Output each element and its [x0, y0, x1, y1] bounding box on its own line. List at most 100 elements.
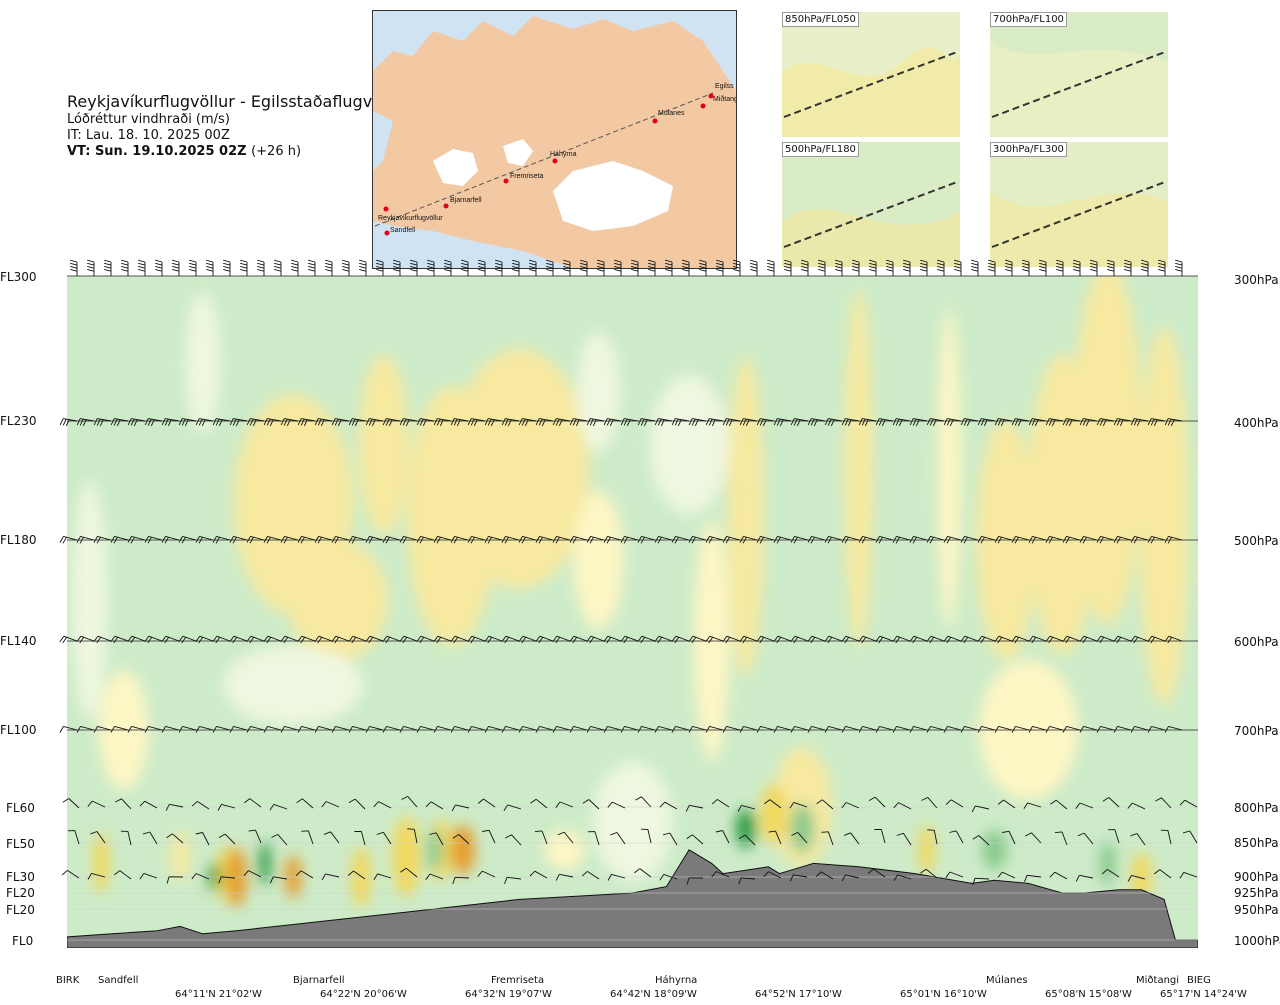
terrain-profile [67, 849, 1198, 948]
wind-barb-281 [348, 725, 367, 733]
wind-barb-119 [960, 418, 979, 427]
wind-barb-165 [620, 535, 639, 544]
wind-barb-338 [269, 803, 288, 811]
wind-barb-352 [635, 796, 652, 808]
wind-barb-69 [110, 418, 129, 427]
wind-barb-432 [425, 873, 444, 880]
init-time: IT: Lau. 18. 10. 2025 00Z [67, 128, 230, 143]
wind-barb-445 [763, 871, 782, 879]
wind-barb-418 [61, 870, 80, 879]
wind-barb-75 [212, 418, 231, 427]
wind-barb-108 [773, 418, 792, 427]
wind-barb-337 [244, 798, 262, 808]
wind-barb-85 [382, 418, 401, 427]
thumbnail-700-svg [990, 12, 1168, 137]
wind-barb-408 [949, 830, 964, 844]
wind-barb-97 [586, 418, 605, 427]
wind-barb-421 [139, 872, 158, 880]
wind-barb-205 [178, 635, 197, 644]
wind-barb-183 [926, 535, 945, 544]
wind-barb-9 [223, 259, 231, 276]
coord-label-8: 65°17'N 14°24'W [1160, 989, 1247, 1000]
wind-barb-105 [722, 418, 741, 427]
wind-barb-409 [972, 835, 990, 846]
wind-barb-229 [586, 635, 605, 644]
wind-barb-381 [248, 829, 262, 844]
map-label-hahyrna: Háhyrna [550, 151, 577, 158]
hpa-label-950: 950hPa [1234, 903, 1279, 917]
fl-label-0: FL0 [12, 934, 34, 948]
route-map: Reykjavíkurflugvöllur Sandfell Bjarnarfe… [372, 10, 737, 269]
fl-label-180: FL180 [0, 533, 37, 547]
field-blob-32 [428, 819, 453, 880]
wind-barb-190 [1045, 535, 1064, 544]
wind-barb-10 [240, 259, 248, 276]
wind-barb-172 [739, 535, 758, 544]
wind-barb-84 [365, 418, 384, 427]
wind-barb-227 [552, 635, 571, 644]
map-label-rvk: Reykjavíkurflugvöllur [378, 215, 443, 222]
wind-barb-135 [110, 535, 129, 544]
wind-barb-216 [365, 635, 384, 644]
thumbnail-850[interactable]: 850hPa/FL050 [782, 12, 960, 137]
wind-barb-438 [581, 871, 600, 880]
wind-barb-158 [501, 535, 520, 544]
thumbnail-500[interactable]: 500hPa/FL180 [782, 142, 960, 267]
wind-barb-86 [399, 418, 418, 427]
wind-barb-271 [178, 725, 197, 733]
wind-barb-322 [1045, 725, 1064, 733]
thumbnail-700[interactable]: 700hPa/FL100 [990, 12, 1168, 137]
wind-barb-211 [280, 635, 299, 644]
wind-barb-218 [399, 635, 418, 644]
coord-label-6: 65°01'N 16°10'W [900, 989, 987, 1000]
wind-barb-173 [756, 535, 775, 544]
wind-barb-208 [229, 635, 248, 644]
wind-barb-164 [603, 535, 622, 544]
wind-barb-295 [586, 725, 605, 733]
wind-barb-368 [1050, 799, 1068, 810]
wind-barb-444 [738, 877, 756, 885]
field-blob-3 [233, 394, 354, 615]
map-label-sandfell: Sandfell [390, 227, 416, 234]
wind-barb-156 [467, 535, 486, 544]
station-label-birk: BIRK [56, 975, 80, 986]
wind-barb-305 [756, 725, 775, 733]
wind-barb-370 [1102, 797, 1120, 808]
wind-barb-242 [807, 635, 826, 644]
wind-barb-5 [155, 259, 163, 276]
wind-barb-364 [945, 799, 964, 808]
fl-label-300: FL300 [0, 270, 37, 284]
wind-barb-341 [348, 798, 366, 810]
wind-barb-306 [773, 725, 792, 733]
wind-barb-179 [858, 535, 877, 544]
thumbnail-300[interactable]: 300hPa/FL300 [990, 142, 1168, 267]
wind-barb-98 [603, 418, 622, 427]
wind-barb-436 [529, 870, 548, 879]
field-blob-18 [1027, 354, 1098, 655]
wind-barb-371 [1127, 802, 1146, 810]
wind-barb-324 [1079, 725, 1098, 733]
thumbnail-500-label: 500hPa/FL180 [782, 142, 859, 157]
wind-barb-228 [569, 635, 588, 644]
fl-label-140: FL140 [0, 634, 37, 648]
wind-barb-12 [274, 259, 282, 276]
wind-barb-307 [790, 725, 809, 733]
thumbnail-850-label: 850hPa/FL050 [782, 12, 859, 27]
wind-barb-238 [739, 635, 758, 644]
wind-barb-336 [217, 803, 236, 811]
fl-label-20a: FL20 [6, 886, 35, 900]
field-blob-31 [392, 816, 421, 897]
wind-barb-441 [659, 873, 678, 881]
wind-barb-328 [1147, 725, 1166, 733]
wind-barb-302 [705, 725, 724, 733]
wind-barb-351 [607, 801, 626, 809]
wind-barbs [59, 259, 1198, 886]
field-blob-42 [1099, 841, 1116, 886]
wind-barb-233 [654, 635, 673, 644]
wind-barb-180 [875, 535, 894, 544]
wind-barb-239 [756, 635, 775, 644]
wind-barb-398 [686, 834, 704, 845]
wind-barb-126 [1079, 418, 1098, 427]
wind-barb-80 [297, 418, 316, 427]
field-blob-23 [92, 833, 109, 894]
